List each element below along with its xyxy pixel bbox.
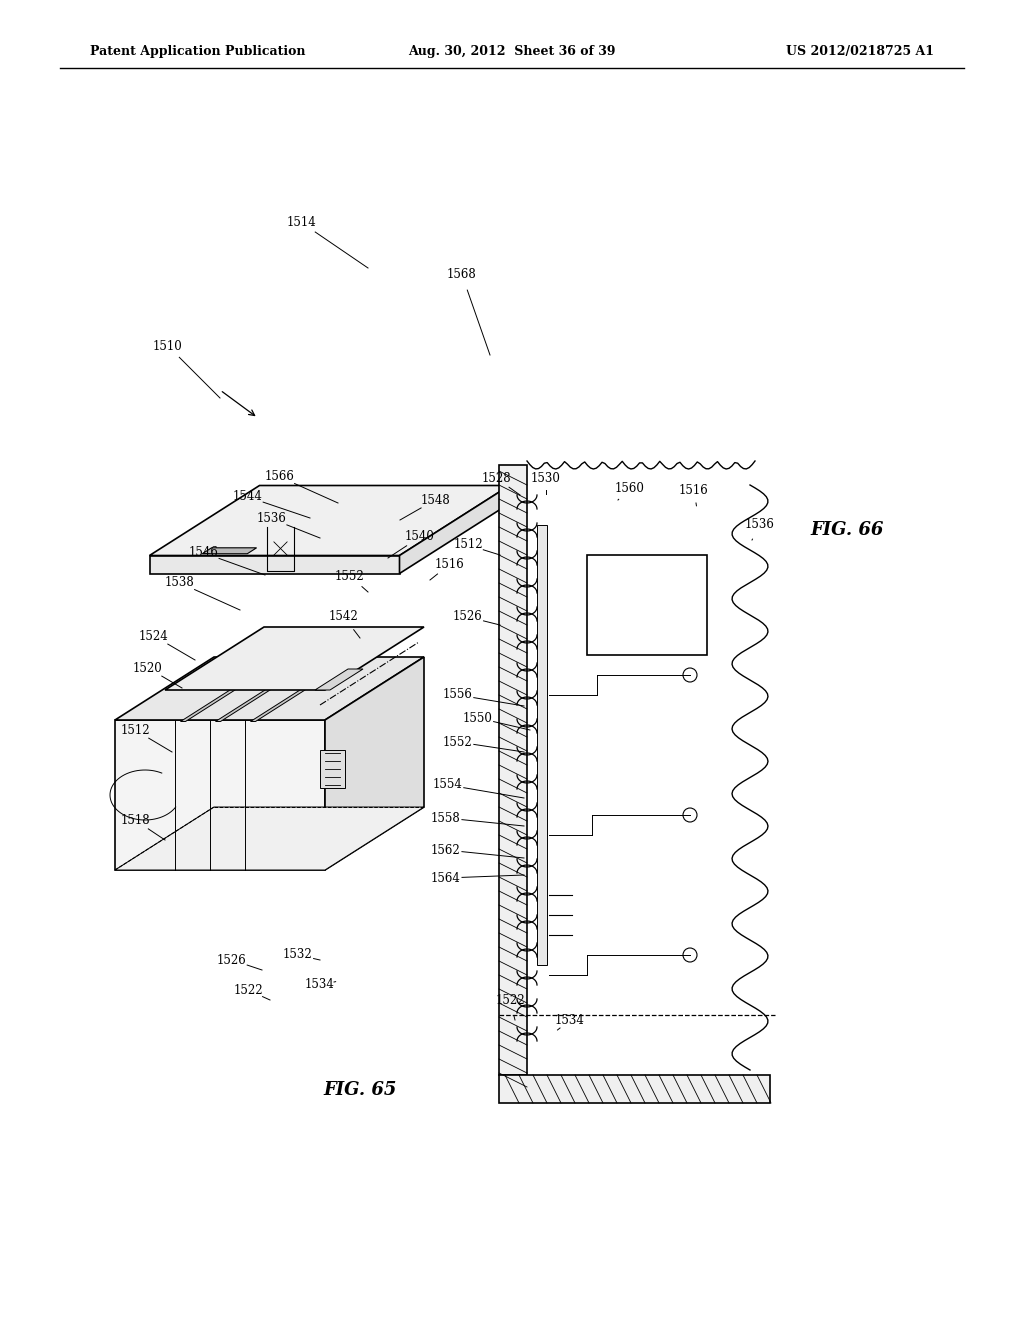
Polygon shape [325,657,424,870]
Text: 1538: 1538 [165,577,195,590]
Polygon shape [180,665,273,722]
Text: 1526: 1526 [454,610,483,623]
Polygon shape [399,486,510,573]
Text: 1524: 1524 [139,630,169,643]
Text: 1554: 1554 [433,779,463,792]
Text: 1560: 1560 [615,482,645,495]
Text: 1512: 1512 [120,723,150,737]
Polygon shape [319,750,345,788]
Text: US 2012/0218725 A1: US 2012/0218725 A1 [786,45,934,58]
Text: 1536: 1536 [745,519,775,532]
Text: 1514: 1514 [287,216,316,230]
Text: 1558: 1558 [431,812,461,825]
Text: 1566: 1566 [265,470,295,483]
Polygon shape [115,807,424,870]
Text: 1562: 1562 [431,843,461,857]
Text: FIG. 65: FIG. 65 [324,1081,396,1100]
Text: 1548: 1548 [420,494,450,507]
Polygon shape [315,669,362,690]
Polygon shape [165,627,424,690]
Text: 1522: 1522 [496,994,525,1006]
Text: 1556: 1556 [443,689,473,701]
Text: 1518: 1518 [120,813,150,826]
Text: 1544: 1544 [233,491,263,503]
Bar [587,554,707,655]
Text: 1512: 1512 [454,539,482,552]
Text: 1564: 1564 [431,871,461,884]
Bar [499,1074,770,1104]
Polygon shape [251,665,343,722]
Text: 1532: 1532 [283,949,313,961]
Text: 1528: 1528 [481,471,511,484]
Bar [537,525,547,965]
Polygon shape [215,665,308,722]
Text: 1542: 1542 [329,610,358,623]
Polygon shape [150,486,510,556]
Text: 1530: 1530 [531,471,561,484]
Text: 1526: 1526 [217,953,247,966]
Text: Patent Application Publication: Patent Application Publication [90,45,305,58]
Text: 1540: 1540 [406,531,435,544]
Polygon shape [115,719,325,870]
Text: 1516: 1516 [679,483,709,496]
Bar [499,465,527,1074]
Text: 1516: 1516 [435,557,465,570]
Text: 1552: 1552 [335,569,365,582]
Text: 1520: 1520 [133,661,163,675]
Polygon shape [203,548,257,554]
Text: 1568: 1568 [447,268,477,281]
Text: 1552: 1552 [443,735,473,748]
Text: 1546: 1546 [189,546,219,560]
Text: 1534: 1534 [305,978,335,991]
Text: 1522: 1522 [233,983,263,997]
Polygon shape [150,556,399,573]
Text: 1510: 1510 [154,339,183,352]
Text: Aug. 30, 2012  Sheet 36 of 39: Aug. 30, 2012 Sheet 36 of 39 [409,45,615,58]
Text: FIG. 66: FIG. 66 [810,521,884,539]
Text: 1534: 1534 [555,1014,585,1027]
Polygon shape [115,657,424,719]
Text: 1536: 1536 [257,512,287,525]
Text: 1550: 1550 [463,711,493,725]
